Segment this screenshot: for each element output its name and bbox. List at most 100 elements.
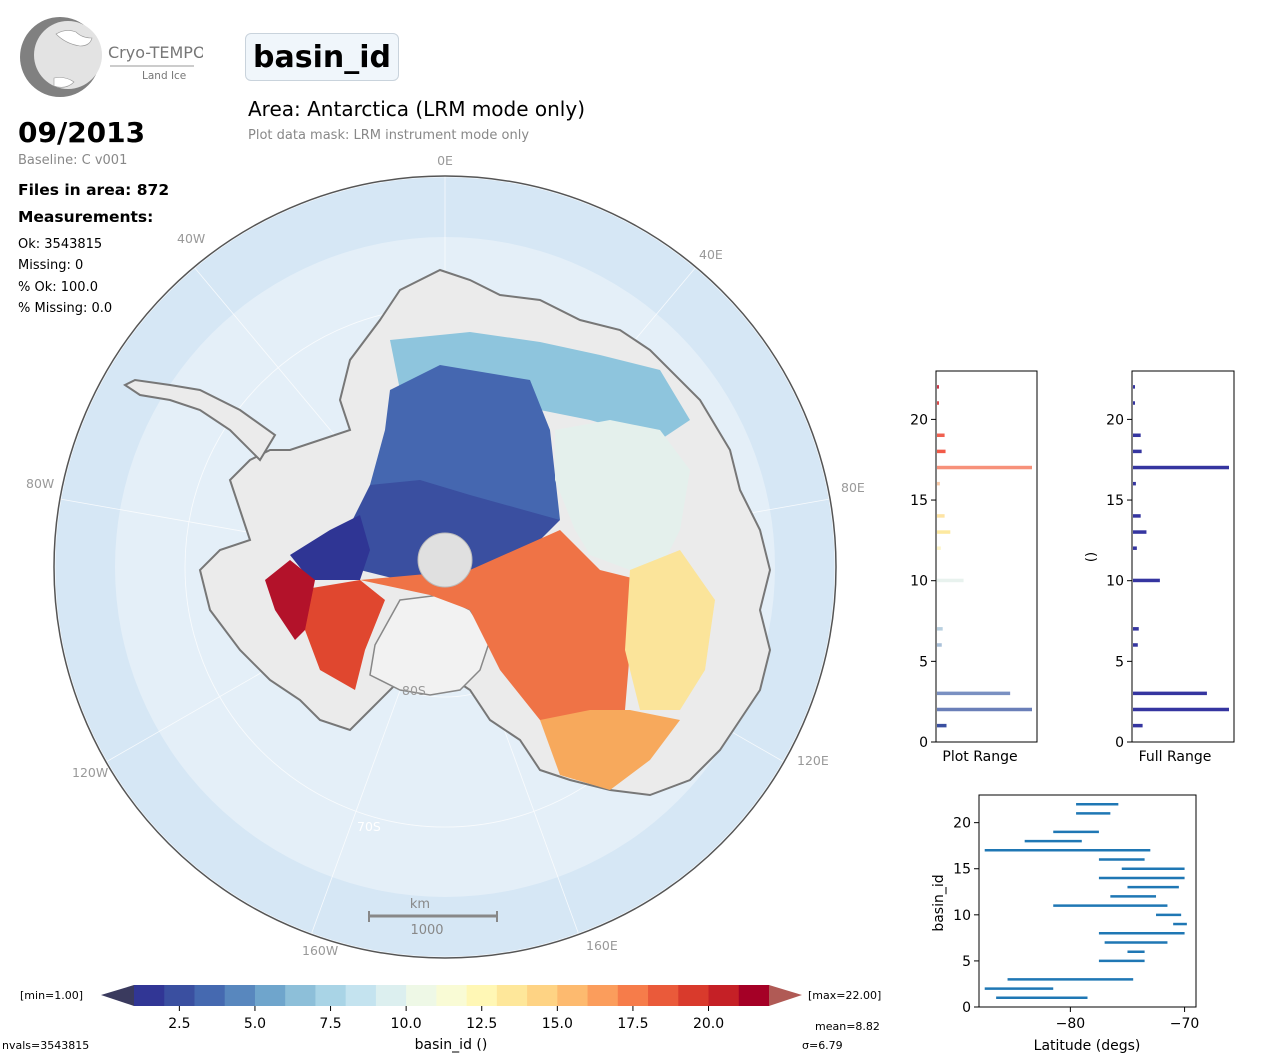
logo-title: Cryo-TEMPO [108, 43, 203, 62]
hist-plot-range-bar [937, 627, 943, 631]
lon-label-80w: 80W [26, 476, 54, 491]
colorbar-min-label: [min=1.00] [20, 989, 83, 1002]
hist-full-range-frame [1131, 370, 1235, 743]
variable-name-box: basin_id [245, 33, 399, 81]
pole-hole [417, 532, 473, 588]
lon-label-0e: 0E [437, 153, 453, 168]
hist-plot-range-bar [937, 385, 939, 389]
nvals-label: nvals=3543815 [2, 1039, 89, 1052]
lon-label-160e: 160E [586, 938, 618, 953]
lat-label-80s: 80S [402, 683, 426, 698]
scalebar-value: 1000 [410, 923, 443, 938]
files-count: Files in area: 872 [18, 181, 170, 199]
baseline-label: Baseline: C v001 [18, 153, 128, 168]
colorbar-cell [738, 985, 770, 1006]
basin-darknavy [290, 515, 370, 580]
lat-ytick-label: 5 [962, 954, 971, 970]
colorbar-cell [194, 985, 226, 1006]
hist-full-range-ytick-label: 10 [1106, 574, 1124, 590]
hist-full-range-ytick-label: 5 [1115, 654, 1124, 670]
logo-land-shape [55, 30, 93, 47]
colorbar-over-triangle [769, 985, 802, 1006]
lat-xtick-label: −80 [1056, 1016, 1086, 1032]
colorbar-cell [315, 985, 347, 1006]
map-labels: 0E 40E 80E 120E 160E 160W 120W 80W 40W 8… [26, 153, 865, 958]
hist-plot-range-bar [937, 481, 940, 486]
basin-navy [330, 480, 560, 580]
lat-ytick-label: 20 [953, 816, 971, 832]
colorbar-cell [375, 985, 407, 1006]
stat-pct-missing: % Missing: 0.0 [18, 301, 113, 316]
hist-full-range-bar [1133, 707, 1229, 712]
colorbar-tick-label: 17.5 [617, 1016, 648, 1032]
basin-paleyellow [625, 550, 715, 710]
colorbar-cells [134, 985, 770, 1006]
latitude-range-plot: 0 5 10 15 20 −80 −70 basin_id Latitude (degs) [931, 794, 1199, 1054]
hist-plot-range-bar [937, 449, 946, 454]
colorbar-max-label: [max=22.00] [808, 989, 881, 1002]
colorbar-cell [587, 985, 619, 1006]
hist-plot-range-bar [937, 707, 1032, 712]
hist-plot-range-bar [937, 691, 1011, 696]
hist-full-range-bar [1133, 433, 1141, 438]
colorbar-cell [285, 985, 316, 1006]
logo-subtitle: Land Ice [142, 70, 186, 82]
hist-plot-range-bar [937, 514, 945, 518]
colorbar-cell [496, 985, 528, 1006]
hist-full-range-bar [1133, 385, 1135, 389]
lat-ytick-label: 10 [953, 908, 971, 924]
area-title: Area: Antarctica (LRM mode only) [248, 97, 586, 121]
hist-full-range-bar [1133, 465, 1229, 470]
antarctica-map: 0E 40E 80E 120E 160E 160W 120W 80W 40W 8… [26, 153, 865, 959]
colorbar-cell [648, 985, 679, 1006]
hist-plot-range-frame [935, 370, 1038, 743]
hist-full-range-bar [1133, 530, 1147, 534]
basin-lightblue [390, 332, 690, 440]
lon-label-160w: 160W [302, 943, 338, 958]
colorbar-cell [678, 985, 710, 1006]
colorbar-cell [345, 985, 377, 1006]
basin-darkred [265, 560, 315, 640]
basin-red [300, 580, 385, 690]
hist-full-range-bar [1133, 723, 1143, 728]
hist-plot-range-ytick-label: 0 [919, 735, 928, 751]
colorbar-tick-label: 5.0 [244, 1016, 266, 1032]
colorbar-cell [527, 985, 558, 1006]
colorbar-tick-label: 12.5 [466, 1016, 497, 1032]
hist-plot-range-ytick-label: 20 [910, 412, 928, 428]
hist-plot-range-bar [937, 578, 964, 583]
hist-plot-range-bar [937, 643, 942, 647]
colorbar-cell [134, 985, 165, 1006]
colorbar-under-triangle [101, 985, 134, 1006]
measurements-heading: Measurements: [18, 208, 154, 226]
hist-full-range-bar [1133, 546, 1137, 550]
hist-full-range-ytick-label: 0 [1115, 735, 1124, 751]
hist-plot-range-xlabel: Plot Range [942, 749, 1017, 765]
lon-label-120w: 120W [72, 765, 108, 780]
colorbar-tick-label: 2.5 [168, 1016, 190, 1032]
basin-paleblue [555, 420, 690, 570]
lat-ytick-label: 15 [953, 862, 971, 878]
colorbar-cell [466, 985, 498, 1006]
lon-label-80e: 80E [841, 480, 865, 495]
colorbar-cell [557, 985, 589, 1006]
colorbar-tick-label: 15.0 [542, 1016, 573, 1032]
logo-land-shape-2 [53, 77, 75, 88]
colorbar-cell [254, 985, 286, 1006]
hist-full-range-bar [1133, 578, 1160, 583]
basin-lightorange [540, 710, 680, 790]
colorbar-label: basin_id () [415, 1037, 488, 1053]
hist-full-range-bar [1133, 514, 1141, 518]
lat-plot-frame [978, 794, 1197, 1008]
colorbar-tick-label: 10.0 [391, 1016, 422, 1032]
stat-missing: Missing: 0 [18, 258, 84, 273]
hist-full-range-bar [1133, 643, 1138, 647]
hist-plot-range-ytick-label: 10 [910, 574, 928, 590]
hist-plot-range-bar [937, 401, 939, 405]
colorbar-tick-label: 7.5 [319, 1016, 341, 1032]
hist-plot-range-bar [937, 465, 1032, 470]
antarctic-peninsula [123, 378, 277, 462]
map-border [53, 175, 837, 959]
scalebar: km 1000 [368, 897, 498, 938]
hist-plot-range-bar [937, 723, 947, 728]
